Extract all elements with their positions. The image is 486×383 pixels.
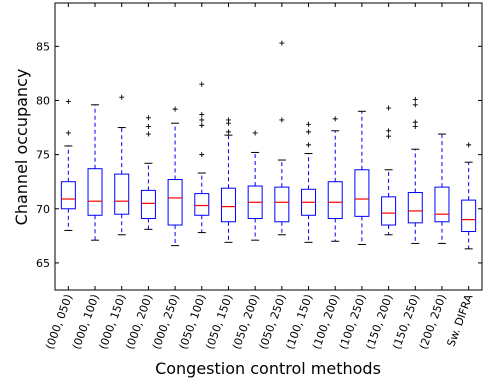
outlier-point [386,128,392,134]
box [381,196,397,226]
outlier-point [119,94,125,100]
outlier-point [145,123,151,129]
box-group [461,142,477,250]
box-group [114,94,130,236]
outlier-point [332,116,338,122]
box [60,181,76,210]
box-group [274,40,290,236]
x-tick-label: (050, 100) [177,293,209,352]
outlier-point [145,115,151,121]
outlier-point [466,142,472,148]
box-group [194,81,210,234]
outlier-point [225,117,231,123]
x-tick-label: (100, 150) [283,293,315,352]
box [114,173,130,215]
x-tick-label: (100, 200) [310,293,342,352]
outlier-point [65,99,71,105]
x-tick-label: (050, 150) [203,293,235,352]
outlier-point [252,130,258,136]
plot-area-frame [54,2,483,291]
outlier-point [172,106,178,112]
outlier-point [199,112,205,118]
x-tick-label: (000, 100) [70,293,102,352]
outlier-point [279,40,285,46]
outlier-point [412,123,418,129]
box-group [140,115,156,230]
box [434,186,450,223]
box-group [87,104,103,241]
x-tick-label: (000, 200) [123,293,155,352]
outlier-point [412,102,418,108]
y-tick-label: 80 [36,94,50,107]
y-tick-label: 65 [36,257,50,270]
x-tick-label: (050, 200) [230,293,262,352]
outlier-point [306,129,312,135]
outlier-point [145,131,151,137]
outlier-point [65,130,71,136]
x-tick-label: (150, 250) [390,293,422,352]
outlier-point [199,122,205,128]
outlier-point [225,129,231,135]
x-tick-label: (150, 200) [364,293,396,352]
x-tick-label: Sw. DIFRA [445,292,476,348]
outlier-point [199,152,205,158]
box [220,187,236,223]
outlier-point [306,121,312,127]
box-group [354,110,370,246]
box-group [220,117,236,243]
box [167,179,183,226]
box [274,186,290,223]
x-tick-label: (100, 250) [337,293,369,352]
box [87,168,103,216]
outlier-point [306,142,312,148]
box-group [434,133,450,244]
box-group [167,106,183,247]
y-tick-label: 70 [36,203,50,216]
box-group [301,121,317,243]
box-group [247,130,263,241]
x-tick-label: (050, 250) [257,293,289,352]
x-tick-label: (000, 150) [97,293,129,352]
outlier-point [279,117,285,123]
box [354,169,370,217]
y-tick-label: 85 [36,40,50,53]
box-group [407,96,423,244]
x-tick-label: (000, 050) [43,293,75,352]
x-tick-label: (200, 250) [417,293,449,352]
outlier-point [412,96,418,102]
outlier-point [199,81,205,87]
box-group [381,105,397,236]
plot-marks [60,40,477,250]
y-axis-label: Channel occupancy [12,69,31,226]
x-tick-label: (000, 250) [150,293,182,352]
outlier-point [412,119,418,125]
y-tick-label: 75 [36,149,50,162]
outlier-point [386,105,392,111]
outlier-point [199,117,205,123]
box-group [327,116,343,242]
box [194,193,210,216]
x-axis-label: Congestion control methods [155,359,381,378]
box-group [60,99,76,231]
box [140,189,156,220]
box [327,181,343,220]
outlier-point [386,133,392,139]
box [407,192,423,224]
box [461,199,477,233]
